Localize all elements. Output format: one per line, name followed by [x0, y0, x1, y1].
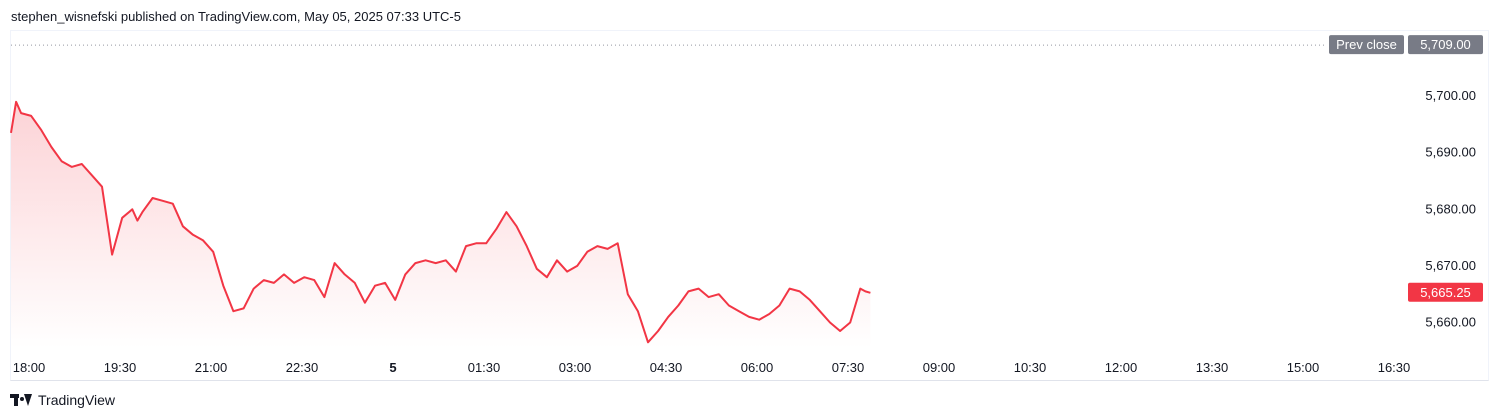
y-tick-label: 5,680.00	[1425, 201, 1476, 216]
x-tick-label: 10:30	[1014, 360, 1047, 375]
x-tick-label: 16:30	[1378, 360, 1411, 375]
x-tick-label: 5	[389, 360, 396, 375]
price-area-fill	[11, 101, 871, 348]
x-tick-label: 09:00	[923, 360, 956, 375]
tradingview-logo-icon[interactable]	[10, 394, 32, 406]
x-tick-label: 18:00	[13, 360, 46, 375]
x-tick-label: 13:30	[1196, 360, 1229, 375]
x-tick-label: 01:30	[468, 360, 501, 375]
x-tick-label: 12:00	[1105, 360, 1138, 375]
x-tick-label: 19:30	[104, 360, 137, 375]
publish-info: stephen_wisnefski published on TradingVi…	[11, 9, 461, 24]
x-tick-label: 06:00	[741, 360, 774, 375]
y-tick-label: 5,700.00	[1425, 88, 1476, 103]
chart-frame	[10, 30, 1489, 381]
y-tick-label: 5,690.00	[1425, 145, 1476, 160]
x-tick-label: 15:00	[1287, 360, 1320, 375]
x-tick-label: 22:30	[286, 360, 319, 375]
y-tick-label: 5,660.00	[1425, 315, 1476, 330]
x-tick-label: 04:30	[650, 360, 683, 375]
prev-close-value: 5,709.00	[1420, 37, 1471, 52]
prev-close-badge	[1329, 35, 1404, 55]
y-tick-label: 5,670.00	[1425, 258, 1476, 273]
last-price-badge	[1408, 282, 1483, 302]
price-line[interactable]	[10, 100, 871, 344]
x-tick-label: 07:30	[832, 360, 865, 375]
footer: TradingView	[10, 392, 115, 408]
x-tick-label: 03:00	[559, 360, 592, 375]
prev-close-value-badge	[1408, 35, 1483, 55]
x-tick-label: 21:00	[195, 360, 228, 375]
prev-close-label: Prev close	[1336, 37, 1397, 52]
last-price-value: 5,665.25	[1420, 285, 1471, 300]
tradingview-brand[interactable]: TradingView	[38, 392, 116, 408]
